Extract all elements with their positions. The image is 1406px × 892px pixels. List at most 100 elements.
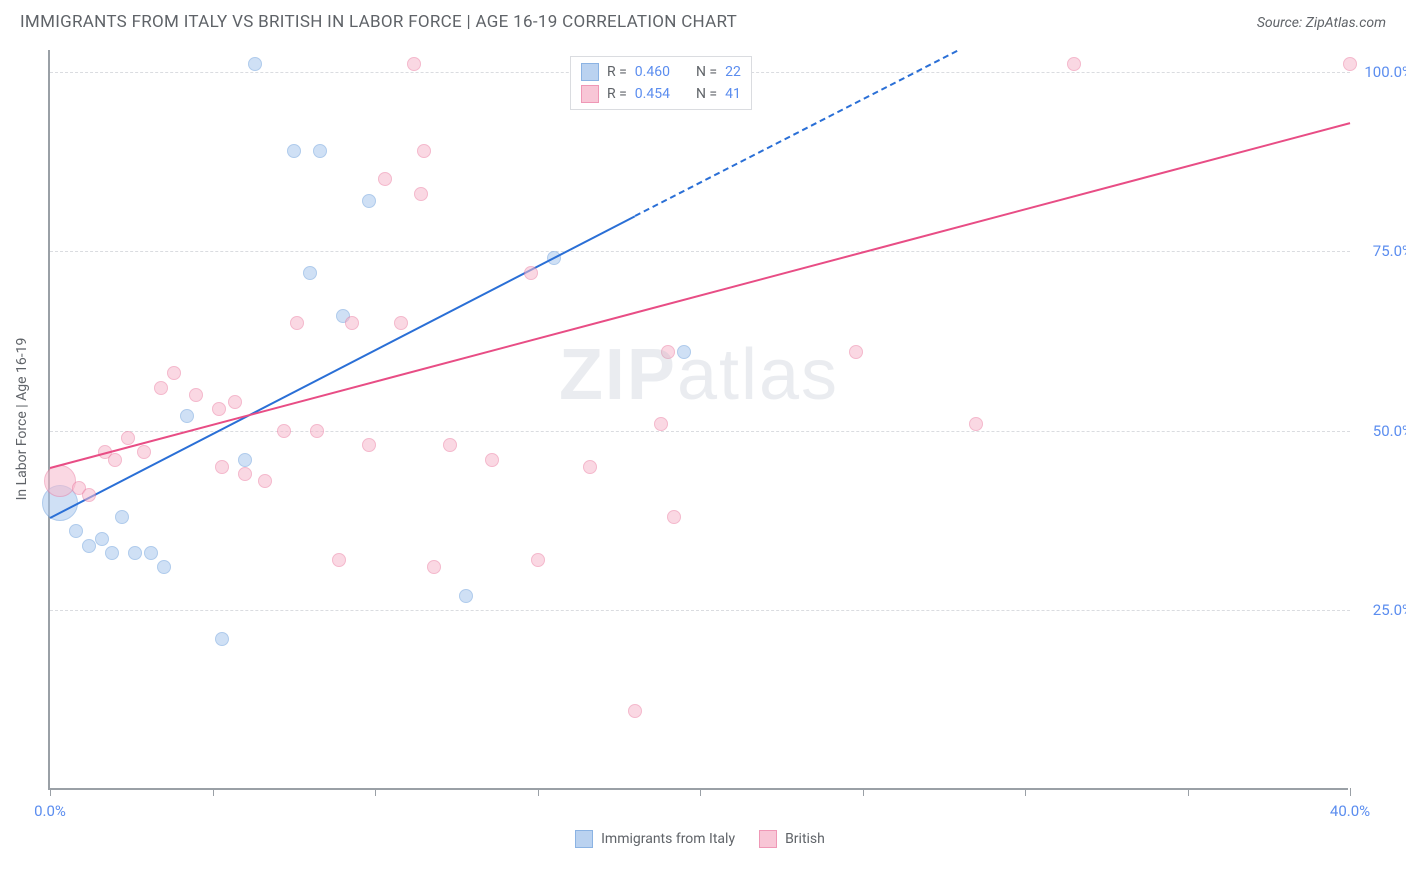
x-tick: [375, 788, 376, 796]
data-point-italy[interactable]: [677, 345, 691, 359]
gridline-h: [50, 610, 1350, 611]
y-tick-label: 25.0%: [1373, 601, 1406, 619]
data-point-british[interactable]: [215, 460, 229, 474]
data-point-british[interactable]: [378, 172, 392, 186]
data-point-british[interactable]: [1067, 57, 1081, 71]
legend-n-value: 22: [725, 64, 741, 80]
data-point-italy[interactable]: [144, 546, 158, 560]
data-point-italy[interactable]: [105, 546, 119, 560]
data-point-italy[interactable]: [313, 144, 327, 158]
legend-n-label: N =: [696, 64, 717, 80]
legend-swatch-italy: [575, 830, 593, 848]
legend-r-value: 0.460: [635, 64, 670, 80]
chart-header: IMMIGRANTS FROM ITALY VS BRITISH IN LABO…: [0, 0, 1406, 40]
data-point-british[interactable]: [44, 465, 76, 497]
data-point-british[interactable]: [167, 366, 181, 380]
legend-series-item-british[interactable]: British: [759, 830, 825, 848]
watermark-prefix: ZIP: [559, 335, 677, 415]
x-tick-label: 0.0%: [34, 802, 66, 820]
data-point-british[interactable]: [189, 388, 203, 402]
data-point-british[interactable]: [82, 488, 96, 502]
watermark: ZIPatlas: [559, 334, 839, 416]
x-tick: [50, 788, 51, 796]
legend-swatch-british: [581, 85, 599, 103]
data-point-british[interactable]: [667, 510, 681, 524]
chart-title: IMMIGRANTS FROM ITALY VS BRITISH IN LABO…: [20, 12, 737, 32]
data-point-british[interactable]: [137, 445, 151, 459]
data-point-british[interactable]: [121, 431, 135, 445]
data-point-british[interactable]: [362, 438, 376, 452]
legend-n-label: N =: [696, 86, 717, 102]
data-point-italy[interactable]: [459, 589, 473, 603]
data-point-british[interactable]: [654, 417, 668, 431]
data-point-british[interactable]: [332, 553, 346, 567]
y-tick-label: 100.0%: [1364, 63, 1406, 81]
data-point-italy[interactable]: [128, 546, 142, 560]
legend-n-value: 41: [725, 86, 741, 102]
x-tick-label: 40.0%: [1330, 802, 1370, 820]
watermark-suffix: atlas: [677, 335, 839, 415]
legend-series-label: British: [785, 831, 825, 847]
data-point-british[interactable]: [258, 474, 272, 488]
trend-line: [50, 122, 1351, 469]
data-point-italy[interactable]: [82, 539, 96, 553]
data-point-british[interactable]: [417, 144, 431, 158]
data-point-british[interactable]: [414, 187, 428, 201]
y-axis-title: In Labor Force | Age 16-19: [14, 338, 30, 501]
gridline-h: [50, 431, 1350, 432]
data-point-british[interactable]: [1343, 57, 1357, 71]
data-point-british[interactable]: [531, 553, 545, 567]
data-point-british[interactable]: [407, 57, 421, 71]
data-point-italy[interactable]: [115, 510, 129, 524]
x-tick: [863, 788, 864, 796]
data-point-british[interactable]: [212, 402, 226, 416]
data-point-british[interactable]: [154, 381, 168, 395]
data-point-italy[interactable]: [157, 560, 171, 574]
gridline-h: [50, 251, 1350, 252]
data-point-british[interactable]: [310, 424, 324, 438]
data-point-italy[interactable]: [180, 409, 194, 423]
x-tick: [213, 788, 214, 796]
x-tick: [1188, 788, 1189, 796]
data-point-british[interactable]: [290, 316, 304, 330]
legend-r-label: R =: [607, 86, 627, 102]
data-point-british[interactable]: [238, 467, 252, 481]
data-point-italy[interactable]: [248, 57, 262, 71]
data-point-british[interactable]: [427, 560, 441, 574]
data-point-british[interactable]: [345, 316, 359, 330]
data-point-british[interactable]: [628, 704, 642, 718]
data-point-british[interactable]: [394, 316, 408, 330]
data-point-italy[interactable]: [95, 532, 109, 546]
y-tick-label: 75.0%: [1373, 242, 1406, 260]
x-tick: [1025, 788, 1026, 796]
legend-swatch-italy: [581, 63, 599, 81]
data-point-british[interactable]: [108, 453, 122, 467]
data-point-british[interactable]: [661, 345, 675, 359]
data-point-british[interactable]: [969, 417, 983, 431]
x-tick: [700, 788, 701, 796]
x-tick: [538, 788, 539, 796]
legend-r-label: R =: [607, 64, 627, 80]
legend-series: Immigrants from Italy British: [50, 830, 1350, 848]
data-point-british[interactable]: [277, 424, 291, 438]
data-point-british[interactable]: [849, 345, 863, 359]
chart-area: In Labor Force | Age 16-19 ZIPatlas R =0…: [48, 50, 1378, 820]
data-point-british[interactable]: [524, 266, 538, 280]
data-point-italy[interactable]: [287, 144, 301, 158]
trend-line: [50, 215, 636, 519]
data-point-british[interactable]: [583, 460, 597, 474]
data-point-italy[interactable]: [362, 194, 376, 208]
data-point-italy[interactable]: [69, 524, 83, 538]
legend-series-item-italy[interactable]: Immigrants from Italy: [575, 830, 735, 848]
data-point-british[interactable]: [485, 453, 499, 467]
legend-r-value: 0.454: [635, 86, 670, 102]
data-point-italy[interactable]: [303, 266, 317, 280]
legend-correlation-row-british: R = 0.454 N = 41: [581, 83, 741, 105]
legend-correlation: R = 0.460 N = 22 R = 0.454 N = 41: [570, 56, 752, 110]
data-point-italy[interactable]: [215, 632, 229, 646]
x-tick: [1350, 788, 1351, 796]
data-point-british[interactable]: [228, 395, 242, 409]
plot-region: In Labor Force | Age 16-19 ZIPatlas R =0…: [48, 50, 1348, 790]
data-point-italy[interactable]: [238, 453, 252, 467]
data-point-british[interactable]: [443, 438, 457, 452]
